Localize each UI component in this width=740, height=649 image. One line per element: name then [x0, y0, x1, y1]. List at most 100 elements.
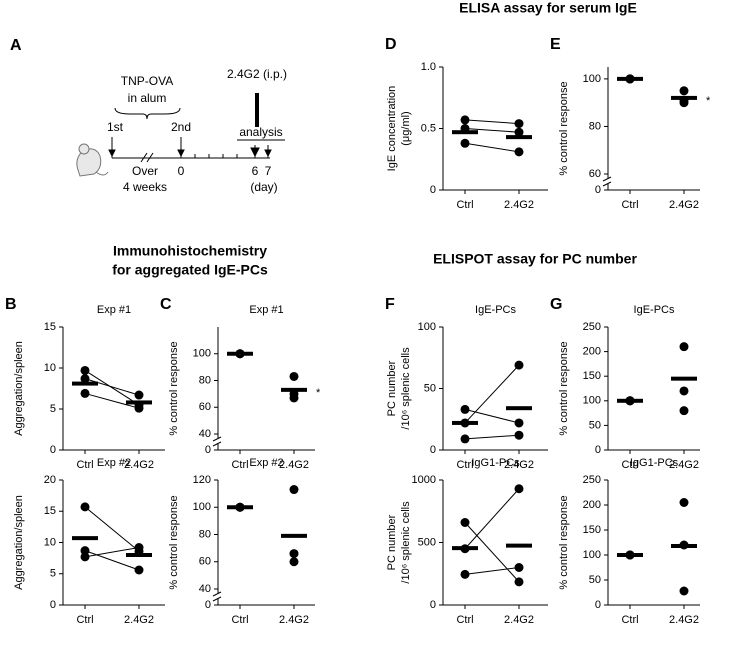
- data-point: [134, 390, 144, 400]
- y-tick-label: 150: [583, 524, 601, 536]
- y-tick-label: 0: [595, 184, 601, 196]
- x-tick-label: Ctrl: [621, 614, 638, 626]
- axis-break: [212, 596, 222, 602]
- pair-line: [464, 119, 520, 125]
- mean-bar: [227, 505, 253, 510]
- y-axis-label: PC number: [386, 360, 398, 416]
- x-tick-label: Ctrl: [456, 614, 473, 626]
- data-point: [80, 552, 90, 562]
- data-point: [514, 577, 524, 587]
- brace: [114, 107, 181, 120]
- data-point: [679, 586, 689, 596]
- axis-break: [602, 181, 612, 187]
- x-tick-label: 2.4G2: [279, 614, 309, 626]
- y-axis-label: /10⁶ splenic cells: [400, 501, 412, 584]
- x-tick-label: 2.4G2: [669, 459, 699, 471]
- axis-break: [212, 436, 222, 442]
- mean-bar: [126, 400, 152, 405]
- panel-letter: C: [160, 296, 172, 313]
- x-tick-label: Ctrl: [231, 614, 248, 626]
- panel-letter: B: [5, 296, 17, 313]
- y-tick-label: 50: [589, 574, 601, 586]
- data-point: [80, 502, 90, 512]
- y-axis-label: % control response: [558, 81, 570, 175]
- chart-title: Exp #1: [97, 304, 131, 316]
- y-tick-label: 120: [193, 474, 211, 486]
- y-tick-label: 100: [583, 549, 601, 561]
- x-tick-label: Ctrl: [456, 199, 473, 211]
- y-tick-label: 5: [50, 403, 56, 415]
- data-point: [679, 498, 689, 507]
- data-point: [514, 127, 524, 137]
- mean-bar: [452, 546, 478, 551]
- mean-bar: [452, 130, 478, 135]
- label: TNP-OVA: [121, 74, 173, 88]
- y-tick-label: 5: [50, 568, 56, 580]
- y-axis-label: (μg/ml): [400, 111, 412, 145]
- panel-letter: F: [385, 296, 395, 313]
- y-axis-label: Aggregation/spleen: [13, 495, 25, 590]
- chart-title: IgG1-PCs: [630, 457, 679, 469]
- x-tick-label: Ctrl: [621, 459, 638, 471]
- annotation: *: [706, 95, 711, 107]
- mean-bar: [671, 376, 697, 381]
- data-point: [460, 404, 470, 414]
- mean-bar: [72, 536, 98, 541]
- y-tick-label: 1000: [412, 474, 436, 486]
- y-tick-label: 200: [583, 346, 601, 358]
- label: 2nd: [171, 120, 191, 134]
- x-tick-label: Ctrl: [76, 459, 93, 471]
- y-tick-label: 250: [583, 474, 601, 486]
- axis-break: [212, 441, 222, 447]
- mean-bar: [617, 553, 643, 557]
- label: 0: [178, 164, 185, 178]
- x-tick-label: Ctrl: [621, 199, 638, 211]
- y-tick-label: 0: [50, 599, 56, 611]
- annotation: *: [316, 387, 321, 399]
- x-tick-label: 2.4G2: [124, 614, 154, 626]
- y-tick-label: 60: [589, 168, 601, 180]
- heading: ELISPOT assay for PC number: [433, 251, 637, 267]
- y-tick-label: 100: [418, 321, 436, 333]
- pair-line: [84, 550, 140, 571]
- mean-bar: [671, 544, 697, 548]
- label: 4 weeks: [123, 180, 167, 194]
- y-axis-label: % control response: [558, 495, 570, 589]
- label: 6: [252, 164, 259, 178]
- chart-title: IgE-PCs: [634, 304, 675, 316]
- pair-line: [84, 378, 140, 396]
- y-tick-label: 80: [199, 528, 211, 540]
- pair-line: [464, 522, 520, 583]
- mean-bar: [281, 387, 307, 392]
- data-point: [80, 388, 90, 398]
- y-tick-label: 250: [583, 321, 601, 333]
- data-point: [460, 138, 470, 148]
- label: (day): [250, 180, 277, 194]
- pair-line: [464, 142, 520, 153]
- mean-bar: [617, 76, 643, 81]
- timeline: [111, 152, 270, 163]
- x-tick-label: 2.4G2: [124, 459, 154, 471]
- y-axis-label: % control response: [168, 495, 180, 589]
- data-point: [460, 518, 470, 527]
- treatment-bar: [255, 93, 259, 127]
- data-point: [289, 371, 299, 381]
- label: 7: [265, 164, 272, 178]
- label: Over: [132, 164, 158, 178]
- y-tick-label: 15: [44, 321, 56, 333]
- y-tick-label: 0: [430, 444, 436, 456]
- data-point: [460, 434, 470, 444]
- mean-bar: [671, 95, 697, 100]
- y-tick-label: 20: [44, 474, 56, 486]
- mean-bar: [617, 398, 643, 403]
- mean-bar: [506, 543, 532, 548]
- y-tick-label: 100: [193, 348, 211, 360]
- y-tick-label: 0: [430, 184, 436, 196]
- y-axis-label: PC number: [386, 514, 398, 570]
- data-point: [289, 485, 299, 495]
- y-tick-label: 0: [205, 444, 211, 456]
- y-tick-label: 200: [583, 499, 601, 511]
- data-point: [514, 484, 524, 494]
